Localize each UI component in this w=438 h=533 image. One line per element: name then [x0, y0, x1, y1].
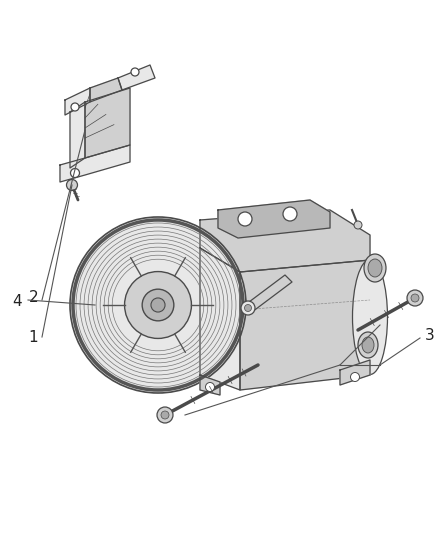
Polygon shape — [200, 248, 240, 390]
Polygon shape — [60, 145, 130, 182]
Text: 3: 3 — [425, 327, 435, 343]
Circle shape — [142, 289, 174, 321]
Circle shape — [411, 294, 419, 302]
Ellipse shape — [362, 337, 374, 353]
Polygon shape — [340, 360, 370, 385]
Polygon shape — [70, 102, 85, 168]
Ellipse shape — [353, 260, 388, 375]
Polygon shape — [245, 275, 292, 312]
Text: 2: 2 — [28, 290, 38, 305]
Circle shape — [151, 298, 165, 312]
Polygon shape — [90, 78, 122, 102]
Circle shape — [161, 411, 169, 419]
Circle shape — [244, 304, 251, 311]
Text: 4: 4 — [12, 295, 22, 310]
Circle shape — [70, 217, 246, 393]
Ellipse shape — [368, 259, 382, 277]
Circle shape — [67, 180, 78, 190]
Polygon shape — [85, 88, 130, 158]
Circle shape — [238, 212, 252, 226]
Text: 1: 1 — [28, 330, 38, 345]
Circle shape — [124, 271, 191, 338]
Circle shape — [157, 407, 173, 423]
Circle shape — [241, 301, 255, 315]
Circle shape — [354, 221, 362, 229]
Circle shape — [205, 383, 215, 392]
Circle shape — [350, 373, 360, 382]
Polygon shape — [200, 210, 370, 272]
Ellipse shape — [358, 332, 378, 358]
Circle shape — [71, 168, 80, 177]
Circle shape — [71, 103, 79, 111]
Polygon shape — [118, 65, 155, 90]
Circle shape — [131, 68, 139, 76]
Polygon shape — [200, 375, 220, 395]
Circle shape — [283, 207, 297, 221]
Ellipse shape — [364, 254, 386, 282]
Polygon shape — [218, 200, 330, 238]
Circle shape — [407, 290, 423, 306]
Polygon shape — [65, 88, 90, 115]
Polygon shape — [240, 260, 370, 390]
